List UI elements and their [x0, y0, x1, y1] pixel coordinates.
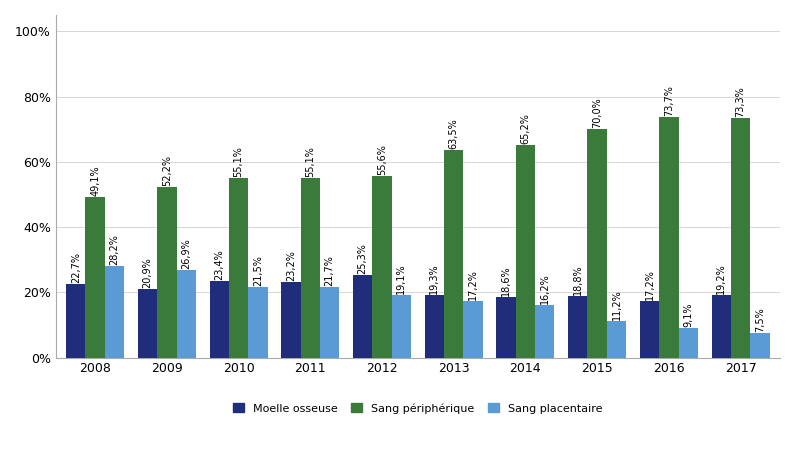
- Bar: [588, 129, 607, 358]
- Bar: [372, 176, 392, 358]
- Text: 25,3%: 25,3%: [358, 243, 367, 274]
- Bar: [138, 289, 157, 358]
- Text: 26,9%: 26,9%: [181, 238, 192, 269]
- Text: 55,1%: 55,1%: [234, 146, 243, 177]
- Bar: [66, 284, 86, 358]
- Bar: [496, 297, 516, 358]
- Text: 63,5%: 63,5%: [448, 119, 459, 149]
- Bar: [353, 275, 372, 358]
- Bar: [392, 295, 411, 358]
- Legend: Moelle osseuse, Sang périphérique, Sang placentaire: Moelle osseuse, Sang périphérique, Sang …: [233, 403, 603, 414]
- Bar: [659, 117, 678, 358]
- Text: 49,1%: 49,1%: [90, 166, 100, 196]
- Bar: [750, 333, 770, 358]
- Text: 18,6%: 18,6%: [501, 265, 511, 296]
- Text: 19,2%: 19,2%: [716, 263, 726, 294]
- Text: 73,7%: 73,7%: [664, 85, 674, 116]
- Text: 23,2%: 23,2%: [286, 250, 296, 281]
- Text: 55,6%: 55,6%: [377, 144, 387, 175]
- Text: 22,7%: 22,7%: [71, 251, 81, 283]
- Text: 17,2%: 17,2%: [645, 270, 654, 300]
- Bar: [86, 197, 105, 358]
- Bar: [301, 178, 320, 358]
- Text: 11,2%: 11,2%: [611, 289, 622, 320]
- Bar: [157, 187, 176, 358]
- Text: 20,9%: 20,9%: [142, 258, 153, 289]
- Text: 18,8%: 18,8%: [572, 265, 583, 295]
- Bar: [210, 281, 229, 358]
- Bar: [444, 150, 463, 358]
- Text: 17,2%: 17,2%: [468, 270, 478, 300]
- Bar: [516, 145, 535, 358]
- Text: 70,0%: 70,0%: [592, 98, 602, 128]
- Bar: [678, 328, 698, 358]
- Bar: [640, 301, 659, 358]
- Bar: [731, 119, 750, 358]
- Text: 73,3%: 73,3%: [735, 87, 746, 117]
- Text: 21,5%: 21,5%: [253, 256, 263, 286]
- Bar: [281, 282, 301, 358]
- Bar: [535, 305, 554, 358]
- Text: 9,1%: 9,1%: [683, 302, 693, 327]
- Bar: [568, 296, 588, 358]
- Bar: [607, 321, 626, 358]
- Bar: [248, 288, 268, 358]
- Text: 21,7%: 21,7%: [324, 255, 335, 286]
- Bar: [229, 178, 248, 358]
- Bar: [425, 294, 444, 358]
- Text: 19,1%: 19,1%: [397, 264, 406, 294]
- Bar: [320, 287, 339, 358]
- Text: 7,5%: 7,5%: [755, 307, 765, 332]
- Text: 28,2%: 28,2%: [110, 234, 119, 265]
- Text: 65,2%: 65,2%: [521, 113, 530, 144]
- Text: 55,1%: 55,1%: [305, 146, 316, 177]
- Bar: [105, 266, 124, 358]
- Text: 19,3%: 19,3%: [429, 263, 440, 294]
- Bar: [463, 301, 483, 358]
- Text: 23,4%: 23,4%: [214, 250, 224, 280]
- Bar: [712, 295, 731, 358]
- Text: 52,2%: 52,2%: [162, 155, 172, 186]
- Text: 16,2%: 16,2%: [540, 273, 550, 304]
- Bar: [176, 270, 196, 358]
